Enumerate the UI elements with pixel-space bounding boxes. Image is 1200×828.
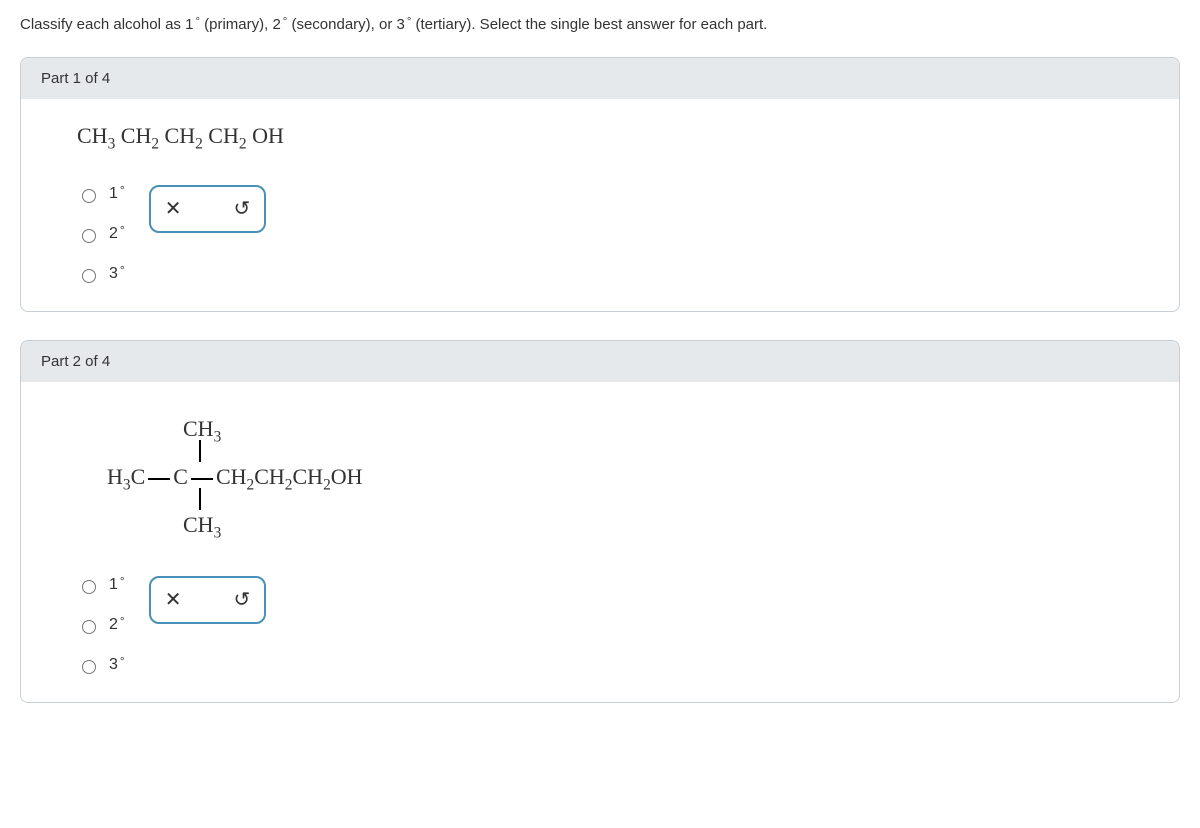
- part-2-options-row: 1° 2° 3° ✕ ↺: [77, 576, 1123, 674]
- part-2-header: Part 2 of 4: [21, 341, 1179, 382]
- degree-icon: °: [120, 223, 125, 237]
- option-label: 2°: [109, 616, 125, 634]
- part-2-card: Part 2 of 4 CH3 H3CCCH2CH2CH2OH CH3 1° 2…: [20, 340, 1180, 703]
- q-3: 3: [397, 16, 405, 33]
- incorrect-icon: ✕: [165, 590, 182, 610]
- undo-button[interactable]: ↺: [233, 199, 250, 219]
- f-mid: H3CCCH2CH2CH2OH: [107, 464, 363, 494]
- f-sub: 3: [214, 525, 222, 542]
- part-1-options-row: 1° 2° 3° ✕ ↺: [77, 185, 1123, 283]
- f-seg: CH: [216, 464, 247, 489]
- part-1-header: Part 1 of 4: [21, 58, 1179, 99]
- bond-icon: [191, 478, 213, 480]
- part-2-options: 1° 2° 3°: [77, 576, 125, 674]
- part-2-body: CH3 H3CCCH2CH2CH2OH CH3 1° 2° 3°: [21, 382, 1179, 702]
- option-label: 3°: [109, 656, 125, 674]
- f-seg: CH: [203, 123, 239, 148]
- opt-num: 3: [109, 265, 118, 283]
- question-text: Classify each alcohol as 1° (primary), 2…: [20, 16, 1180, 33]
- f-seg: OH: [247, 123, 284, 148]
- radio-2[interactable]: [82, 229, 96, 243]
- option-2-tertiary[interactable]: 3°: [77, 656, 125, 674]
- f-seg: H: [107, 464, 123, 489]
- q-prefix: Classify each alcohol as: [20, 16, 185, 33]
- opt-num: 2: [109, 225, 118, 243]
- degree-icon: °: [120, 183, 125, 197]
- f-seg: CH: [115, 123, 151, 148]
- degree-icon: °: [120, 654, 125, 668]
- f-sub: 3: [214, 429, 222, 446]
- f-seg: CH: [183, 512, 214, 537]
- degree-icon: °: [120, 574, 125, 588]
- radio-3[interactable]: [82, 269, 96, 283]
- option-1-secondary[interactable]: 2°: [77, 225, 125, 243]
- degree-icon: °: [407, 16, 412, 28]
- option-label: 2°: [109, 225, 125, 243]
- part-2-feedback: ✕ ↺: [149, 576, 267, 624]
- f-seg: CH: [77, 123, 108, 148]
- f-bot: CH3: [183, 512, 221, 542]
- f-sub: 3: [123, 477, 131, 494]
- option-1-tertiary[interactable]: 3°: [77, 265, 125, 283]
- f-seg: CH: [159, 123, 195, 148]
- f-sub: 2: [195, 135, 203, 152]
- f-sub: 2: [151, 135, 159, 152]
- f-seg: CH: [183, 416, 214, 441]
- option-label: 1°: [109, 185, 125, 203]
- q-1: 1: [185, 16, 193, 33]
- radio-1[interactable]: [82, 580, 96, 594]
- opt-num: 2: [109, 616, 118, 634]
- incorrect-icon: ✕: [165, 199, 182, 219]
- bond-vertical: [199, 488, 201, 510]
- q-2: 2: [272, 16, 280, 33]
- f-sub: 2: [285, 477, 293, 494]
- part-1-formula: CH3 CH2 CH2 CH2 OH: [77, 123, 1123, 153]
- part-2-formula: CH3 H3CCCH2CH2CH2OH CH3: [107, 416, 1123, 536]
- f-sub: 2: [323, 477, 331, 494]
- f-sub: 2: [239, 135, 247, 152]
- degree-icon: °: [195, 16, 200, 28]
- part-1-card: Part 1 of 4 CH3 CH2 CH2 CH2 OH 1° 2° 3°: [20, 57, 1180, 312]
- q-3-label: (tertiary). Select the single best answe…: [416, 16, 768, 33]
- undo-button[interactable]: ↺: [233, 590, 250, 610]
- bond-icon: [148, 478, 170, 480]
- f-seg: CH: [254, 464, 285, 489]
- opt-num: 1: [109, 576, 118, 594]
- option-label: 1°: [109, 576, 125, 594]
- degree-icon: °: [120, 614, 125, 628]
- part-1-body: CH3 CH2 CH2 CH2 OH 1° 2° 3° ✕ ↺: [21, 99, 1179, 311]
- option-2-secondary[interactable]: 2°: [77, 616, 125, 634]
- option-label: 3°: [109, 265, 125, 283]
- radio-1[interactable]: [82, 189, 96, 203]
- f-seg: C: [173, 464, 188, 489]
- bond-vertical: [199, 440, 201, 462]
- f-top: CH3: [183, 416, 221, 446]
- f-seg: CH: [293, 464, 324, 489]
- f-seg: OH: [331, 464, 363, 489]
- q-1-label: (primary),: [204, 16, 272, 33]
- f-seg: C: [131, 464, 146, 489]
- q-2-label: (secondary), or: [291, 16, 396, 33]
- radio-3[interactable]: [82, 660, 96, 674]
- option-2-primary[interactable]: 1°: [77, 576, 125, 594]
- opt-num: 1: [109, 185, 118, 203]
- part-1-feedback: ✕ ↺: [149, 185, 267, 233]
- part-1-options: 1° 2° 3°: [77, 185, 125, 283]
- opt-num: 3: [109, 656, 118, 674]
- degree-icon: °: [120, 263, 125, 277]
- option-1-primary[interactable]: 1°: [77, 185, 125, 203]
- radio-2[interactable]: [82, 620, 96, 634]
- degree-icon: °: [283, 16, 288, 28]
